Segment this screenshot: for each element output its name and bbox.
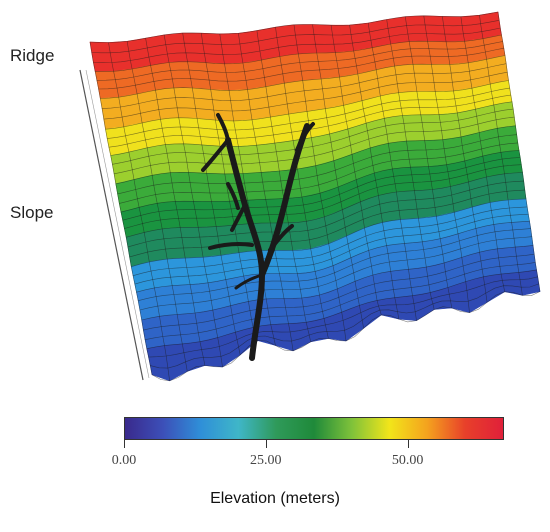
ridge-label: Ridge [10,46,55,65]
grid-line [163,34,223,367]
colorbar-title: Elevation (meters) [210,490,340,507]
axis-line-inner [85,69,150,379]
grid-line [293,24,347,341]
colorbar-tick-label: 0.00 [111,453,137,468]
colorbar-tick-mark [265,440,267,448]
grid-line [442,16,488,303]
drainage-channel [201,113,315,361]
grid-line [89,41,153,375]
grid-line [405,16,453,309]
grid-line [367,22,417,321]
grid-line [386,19,435,310]
grid-line [201,33,259,341]
grid-line [479,15,523,296]
grid-line [108,42,170,381]
grid-line [126,41,188,372]
elevation-bands [89,11,541,382]
grid-line [145,38,206,366]
channel-branch-left-low [208,242,254,250]
channel-branch-left [226,182,247,232]
colorbar-tick-label: 25.00 [250,453,282,468]
grid-line [497,11,541,292]
colorbar-tick-label: 50.00 [391,453,424,468]
colorbar-tick-mark [124,440,125,448]
channel-main-stem [225,137,265,361]
grid-line [460,16,505,292]
channel-branch-right-low [268,224,294,252]
terrain-surface [79,11,541,382]
surface-grid-lines [89,11,541,382]
colorbar-gradient [124,417,504,440]
grid-line [275,27,329,339]
grid-line [330,25,382,315]
slope-label: Slope [10,203,54,222]
grid-line [349,25,400,320]
ridge-slope-axis-line [79,69,144,381]
grid-line [219,33,276,346]
grid-line [312,24,364,329]
colorbar-tick-mark [407,440,409,448]
grid-line [423,15,470,313]
channel-branch-mid [234,273,264,290]
grid-line [182,33,241,355]
channel-branch-right-tip [295,122,315,152]
channel-branch-upper-left [201,113,230,172]
grid-line [238,33,294,351]
elevation-colorbar: 0.00 25.00 50.00 [95,400,515,470]
